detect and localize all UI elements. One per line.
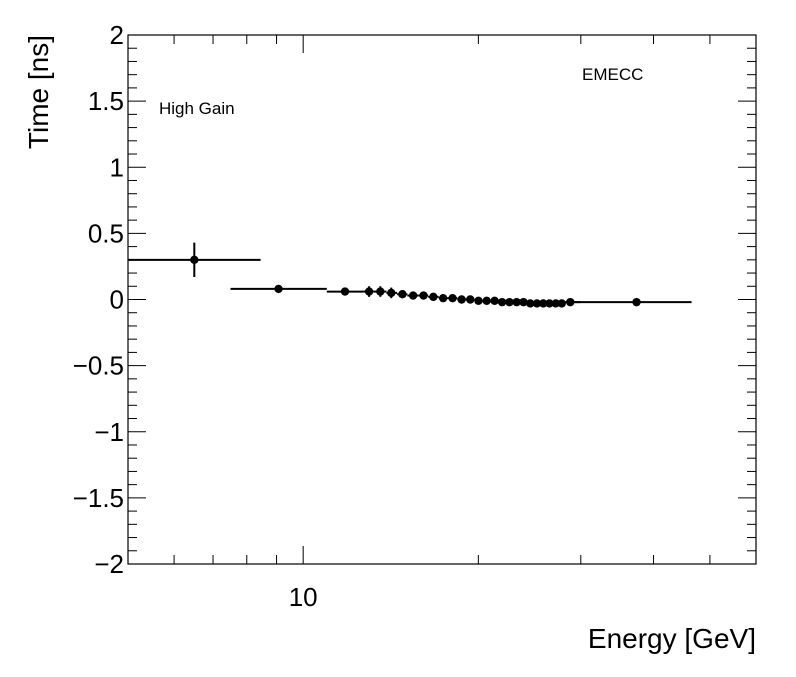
- point-marker: [364, 287, 374, 296]
- data-point: [569, 297, 692, 307]
- data-point: [373, 286, 387, 297]
- y-axis-title: Time [ns]: [23, 35, 54, 149]
- point-marker: [340, 287, 350, 296]
- x-tick-labels: 10: [289, 582, 318, 612]
- data-points: [128, 242, 692, 308]
- data-point: [363, 286, 374, 297]
- y-tick-label: −2: [94, 549, 124, 579]
- x-tick-label: 10: [289, 582, 318, 612]
- point-marker: [526, 299, 535, 308]
- data-point: [128, 242, 261, 278]
- y-tick-label: 2: [110, 20, 124, 50]
- y-tick-labels: 2 1.5 1 0.5 0 −0.5 −1 −1.5 −2: [73, 20, 124, 579]
- point-marker: [532, 299, 542, 308]
- point-marker: [387, 288, 396, 298]
- point-marker: [539, 299, 548, 308]
- y-tick-label: −1.5: [73, 483, 124, 513]
- y-tick-label: 1.5: [88, 86, 124, 116]
- high-gain-label: High Gain: [159, 99, 235, 118]
- point-marker: [497, 297, 507, 307]
- point-marker: [557, 299, 566, 308]
- point-marker: [408, 291, 418, 300]
- data-point: [474, 296, 483, 306]
- point-marker: [429, 292, 438, 302]
- data-point: [438, 293, 448, 303]
- data-point: [482, 296, 491, 306]
- point-marker: [512, 297, 521, 307]
- data-point: [526, 299, 535, 308]
- data-point: [465, 295, 475, 304]
- data-point: [457, 295, 466, 304]
- point-marker: [545, 299, 554, 308]
- data-point: [545, 299, 554, 308]
- data-point: [532, 299, 542, 308]
- y-tick-label: −1: [94, 417, 124, 447]
- point-marker: [448, 293, 457, 303]
- y-tick-label: 1: [110, 152, 124, 182]
- emecc-label: EMECC: [582, 65, 643, 84]
- point-marker: [438, 293, 448, 303]
- point-marker: [274, 284, 283, 294]
- y-tick-label: −0.5: [73, 351, 124, 381]
- point-marker: [419, 291, 428, 300]
- point-marker: [519, 297, 528, 307]
- data-point: [497, 297, 507, 307]
- point-marker: [190, 255, 199, 265]
- point-marker: [505, 297, 514, 307]
- y-tick-label: 0.5: [88, 218, 124, 248]
- data-point: [397, 290, 408, 299]
- data-point: [505, 297, 514, 307]
- axis-ticks: [127, 34, 757, 565]
- point-marker: [632, 297, 641, 307]
- point-marker: [398, 290, 407, 299]
- point-marker: [457, 295, 466, 304]
- data-point: [447, 293, 458, 303]
- point-marker: [551, 299, 560, 308]
- point-marker: [490, 296, 499, 306]
- point-marker: [466, 295, 475, 304]
- point-marker: [376, 287, 385, 296]
- data-point: [490, 296, 499, 306]
- data-point: [557, 299, 566, 308]
- data-point: [386, 287, 398, 299]
- point-marker: [474, 296, 483, 306]
- data-point: [418, 291, 429, 300]
- y-tick-label: 0: [110, 285, 124, 315]
- data-point: [519, 297, 528, 307]
- data-point: [230, 284, 327, 294]
- data-point: [551, 299, 560, 308]
- data-point: [407, 291, 419, 300]
- data-point: [512, 297, 521, 307]
- x-axis-title: Energy [GeV]: [588, 623, 756, 654]
- data-point: [326, 287, 364, 296]
- data-point: [428, 292, 439, 302]
- point-marker: [482, 296, 491, 306]
